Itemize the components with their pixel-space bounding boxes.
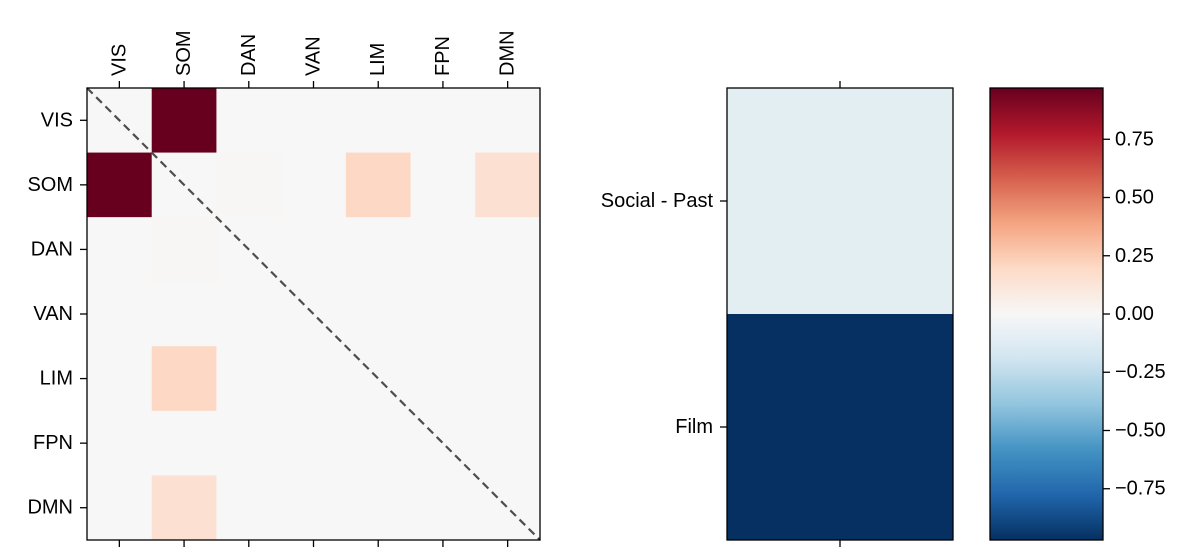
matrix-cell (475, 281, 541, 347)
condition-column: Social - Past Film (601, 81, 954, 547)
matrix-cell (345, 88, 412, 154)
x-tick-label: VIS (108, 44, 130, 76)
matrix-cell (216, 88, 282, 154)
matrix-cell (87, 217, 153, 283)
matrix-cell (281, 217, 347, 283)
matrix-cell (410, 152, 476, 218)
y-tick-label: DAN (31, 238, 73, 260)
colorbar-tick-label: 0.75 (1115, 128, 1154, 150)
matrix-cell (87, 410, 153, 476)
y-tick-label: Social - Past (601, 190, 714, 212)
colorbar-tick-label: 0.00 (1115, 303, 1154, 325)
colorbar-ticks: −0.75 −0.50 −0.25 0.00 0.25 0.50 0.75 (1103, 128, 1166, 500)
matrix-cell (216, 410, 282, 476)
matrix-cell (151, 88, 217, 154)
matrix-cell (151, 217, 217, 283)
colorbar: −0.75 −0.50 −0.25 0.00 0.25 0.50 0.75 (989, 87, 1166, 541)
condition-ticks: Social - Past Film (601, 81, 841, 547)
matrix-cell (475, 217, 541, 283)
matrix-cell (281, 475, 347, 541)
matrix-cell (216, 152, 282, 218)
matrix-cell (345, 410, 412, 476)
matrix-cell (410, 281, 476, 347)
matrix-cell (87, 475, 153, 541)
condition-cells (727, 88, 953, 541)
x-tick-label: DMN (497, 30, 519, 76)
y-tick-label: VIS (41, 109, 73, 131)
y-tick-label: VAN (33, 303, 73, 325)
matrix-cell (345, 152, 412, 218)
matrix-cell (281, 346, 347, 412)
matrix-cell (216, 346, 282, 412)
matrix-cell (151, 475, 217, 541)
matrix-cells (87, 88, 541, 541)
colorbar-tick-label: 0.25 (1115, 245, 1154, 267)
condition-cell (727, 314, 953, 541)
x-tick-label: FPN (432, 36, 454, 76)
matrix-cell (410, 217, 476, 283)
y-tick-label: FPN (33, 432, 73, 454)
colorbar-tick-label: −0.50 (1115, 419, 1166, 441)
matrix-cell (281, 410, 347, 476)
matrix-cell (345, 217, 412, 283)
y-tick-label: LIM (40, 368, 73, 390)
colorbar-tick-label: −0.25 (1115, 361, 1166, 383)
matrix-cell (87, 152, 153, 218)
matrix-cell (345, 281, 412, 347)
matrix-cell (87, 346, 153, 412)
matrix-cell (475, 88, 541, 154)
matrix-cell (281, 88, 347, 154)
matrix-cell (87, 281, 153, 347)
x-tick-label: VAN (303, 36, 325, 76)
matrix-cell (151, 346, 217, 412)
y-tick-label: DMN (27, 497, 73, 519)
matrix-cell (281, 152, 347, 218)
colorbar-tick-label: −0.75 (1115, 478, 1166, 500)
matrix-cell (345, 475, 412, 541)
matrix-cell (151, 410, 217, 476)
matrix-cell (410, 475, 476, 541)
x-tick-label: SOM (173, 30, 195, 76)
connectivity-matrix: VIS SOM DAN VAN LIM FPN DMN VIS SOM DAN VAN LIM FPN D… (27, 30, 541, 547)
matrix-cell (410, 346, 476, 412)
y-tick-label: SOM (27, 174, 73, 196)
matrix-cell (216, 475, 282, 541)
matrix-cell (475, 410, 541, 476)
matrix-ticks: VIS SOM DAN VAN LIM FPN DMN VIS SOM DAN VAN LIM FPN D… (27, 30, 519, 547)
y-tick-label: Film (675, 416, 713, 438)
colorbar-gradient (990, 88, 1103, 540)
condition-cell (727, 88, 953, 315)
matrix-cell (151, 281, 217, 347)
diagonal-dashed-line (86, 87, 541, 541)
matrix-cell (410, 88, 476, 154)
matrix-cell (475, 152, 541, 218)
matrix-cell (216, 281, 282, 347)
x-tick-label: LIM (367, 43, 389, 76)
matrix-cell (475, 346, 541, 412)
colorbar-tick-label: 0.50 (1115, 187, 1154, 209)
x-tick-label: DAN (238, 34, 260, 76)
